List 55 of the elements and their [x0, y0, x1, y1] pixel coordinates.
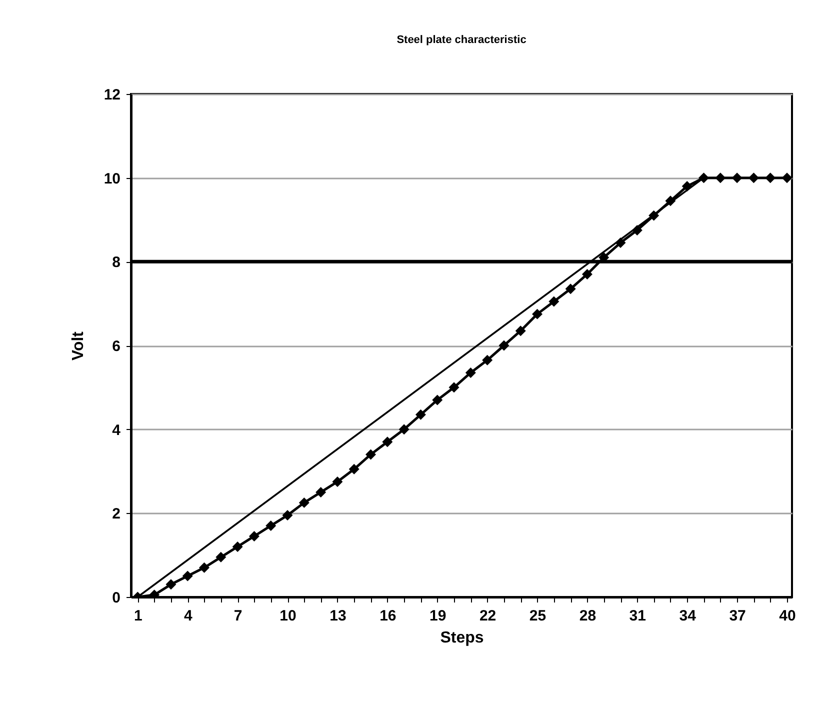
- x-tick-label: 22: [479, 608, 496, 624]
- x-tick-label: 1: [134, 608, 142, 624]
- x-tick-label: 16: [380, 608, 396, 624]
- point: [398, 424, 410, 435]
- chart-title: Steel plate characteristic: [396, 34, 526, 46]
- x-tick-label: 34: [679, 608, 697, 624]
- x-tick-label: 28: [579, 608, 596, 624]
- point: [532, 308, 542, 320]
- x-tick-label: 13: [330, 608, 346, 624]
- point: [448, 382, 460, 393]
- x-tick-label: 19: [430, 608, 446, 624]
- point: [565, 284, 576, 294]
- point: [216, 552, 226, 562]
- x-tick-label: 7: [234, 608, 242, 624]
- x-tick-label: 40: [779, 608, 796, 624]
- point: [266, 520, 276, 531]
- x-tick-label: 37: [729, 608, 746, 624]
- point: [715, 172, 726, 184]
- y-tick-label: 0: [112, 590, 120, 606]
- point: [248, 530, 260, 542]
- point: [782, 172, 792, 184]
- y-tick-label: 10: [104, 170, 120, 188]
- point: [748, 172, 759, 184]
- point: [482, 354, 493, 366]
- point: [465, 368, 476, 378]
- x-tick-label: 10: [280, 608, 296, 624]
- y-tick-label: 4: [112, 422, 122, 439]
- y-tick-label: 12: [104, 86, 120, 104]
- point: [166, 579, 176, 590]
- point: [282, 510, 293, 521]
- y-tick-label: 6: [112, 338, 120, 355]
- point: [548, 296, 560, 307]
- y-axis-title: Volt: [70, 330, 87, 361]
- point: [316, 486, 326, 498]
- x-tick-label: 31: [629, 608, 646, 624]
- point: [232, 541, 243, 552]
- point: [332, 476, 343, 487]
- point: [382, 436, 393, 448]
- y-tick-label: 2: [112, 506, 120, 523]
- point: [432, 394, 443, 406]
- point: [415, 409, 426, 420]
- point: [515, 326, 526, 336]
- y-tick-label: 8: [112, 254, 120, 272]
- point: [298, 497, 310, 508]
- point: [182, 570, 193, 582]
- x-axis-title: Steps: [440, 630, 484, 646]
- x-tick-label: 25: [529, 608, 546, 624]
- point: [765, 172, 776, 184]
- point: [582, 269, 592, 280]
- x-tick-label: 4: [184, 608, 193, 624]
- point: [348, 464, 360, 474]
- point: [199, 562, 210, 573]
- point: [498, 340, 510, 351]
- point: [366, 449, 376, 460]
- point: [732, 172, 742, 184]
